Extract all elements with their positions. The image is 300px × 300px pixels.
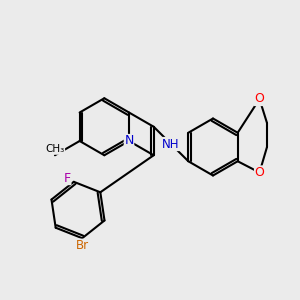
Text: N: N xyxy=(124,134,134,148)
Text: O: O xyxy=(255,92,264,106)
Text: CH₃: CH₃ xyxy=(45,144,64,154)
Text: F: F xyxy=(64,172,71,184)
Text: Br: Br xyxy=(76,239,89,252)
Text: O: O xyxy=(255,166,264,179)
Text: NH: NH xyxy=(162,137,180,151)
